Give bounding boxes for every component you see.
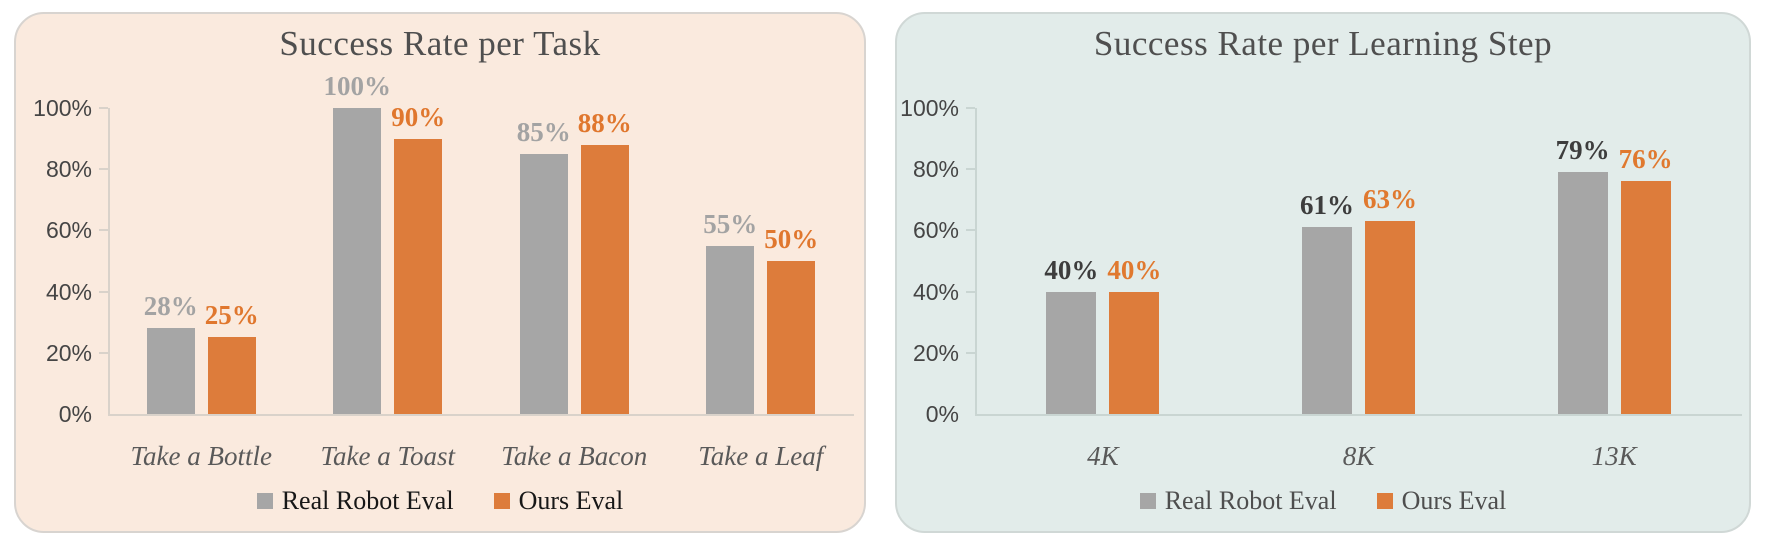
bar-ours-eval [394, 139, 443, 414]
legend-item: Real Robot Eval [1139, 486, 1337, 516]
legend-label: Ours Eval [518, 486, 624, 515]
bar-value-label: 100% [323, 71, 392, 101]
y-axis-tick-label: 100% [900, 95, 959, 121]
category-label: 4K [1087, 441, 1119, 471]
bar-ours-eval [767, 261, 816, 414]
bar-real-robot-eval [706, 246, 755, 414]
x-axis-line [108, 414, 854, 416]
y-axis-tick-mark [99, 351, 108, 354]
bar-value-label: 55% [703, 209, 758, 239]
bar-value-label: 79% [1555, 135, 1610, 165]
bar-real-robot-eval [146, 328, 195, 414]
bar-value-label: 85% [516, 117, 571, 147]
y-axis-tick-label: 0% [58, 401, 92, 427]
bar-value-label: 40% [1044, 255, 1099, 285]
chart-legend: Real Robot Eval Ours Eval [16, 486, 864, 516]
bar-real-robot-eval [519, 154, 568, 414]
chart-panel-success-rate-per-task: Success Rate per Task 100% 80% 60% 40% 20% 0%… [14, 12, 866, 533]
bar-ours-eval [1620, 181, 1671, 414]
bar-real-robot-eval [333, 108, 382, 414]
bar-value-label: 40% [1107, 255, 1162, 285]
bar-value-label: 25% [204, 300, 259, 330]
y-axis-tick-mark [99, 290, 108, 293]
bar-value-label: 63% [1363, 184, 1417, 214]
bar-ours-eval [1365, 221, 1415, 414]
category-label: Take a Leaf [698, 441, 824, 471]
y-axis-tick-label: 40% [45, 278, 92, 305]
y-axis-tick-mark [99, 229, 108, 232]
y-axis-tick-label: 20% [912, 339, 959, 366]
y-axis-tick-mark [99, 168, 108, 171]
y-axis-tick-label: 60% [912, 217, 959, 244]
category-label: Take a Toast [320, 441, 456, 471]
bar-value-label: 90% [391, 102, 446, 132]
bar-value-label: 28% [143, 291, 198, 321]
bar-value-label: 88% [577, 108, 632, 138]
bar-value-label: 76% [1618, 144, 1673, 174]
category-label: 13K [1591, 441, 1637, 471]
y-axis-tick-mark [966, 351, 975, 354]
bar-ours-eval [580, 145, 629, 414]
legend-swatch [493, 493, 510, 509]
category-label: 8K [1342, 441, 1375, 471]
y-axis-tick-mark [966, 168, 975, 171]
y-axis-tick-label: 100% [33, 95, 92, 121]
bar-real-robot-eval [1557, 172, 1608, 414]
plot-area: 100% 80% 60% 40% 20% 0% 4K 40% 40% 8K 61% 63% 13K 79%… [897, 14, 1749, 531]
legend-item: Real Robot Eval [256, 486, 454, 516]
bar-real-robot-eval [1302, 227, 1352, 414]
legend-label: Real Robot Eval [1164, 486, 1337, 515]
bar-value-label: 50% [764, 224, 819, 254]
y-axis-tick-label: 60% [45, 217, 92, 244]
chart-legend: Real Robot Eval Ours Eval [897, 486, 1749, 516]
bar-ours-eval [1109, 292, 1160, 414]
chart-panel-success-rate-per-learning-step: Success Rate per Learning Step 100% 80% 60… [895, 12, 1751, 533]
bar-real-robot-eval [1046, 292, 1097, 414]
legend-label: Ours Eval [1401, 486, 1507, 515]
y-axis-tick-label: 80% [45, 156, 92, 183]
y-axis-tick-label: 40% [912, 278, 959, 305]
y-axis-tick-mark [966, 229, 975, 232]
chart-title: Success Rate per Learning Step [1093, 24, 1553, 63]
y-axis-tick-mark [99, 107, 108, 109]
category-label: Take a Bacon [501, 441, 648, 471]
legend-swatch [1139, 493, 1156, 509]
y-axis-tick-label: 0% [925, 401, 959, 427]
legend-swatch [256, 493, 273, 509]
y-axis-tick-mark [966, 290, 975, 293]
x-axis-line [975, 414, 1742, 416]
legend-swatch [1376, 493, 1393, 509]
bar-ours-eval [207, 337, 256, 414]
legend-item: Ours Eval [1376, 486, 1507, 516]
bar-value-label: 61% [1300, 190, 1354, 220]
y-axis-line [975, 108, 977, 414]
y-axis-line [108, 108, 110, 414]
legend-label: Real Robot Eval [281, 486, 454, 515]
plot-area: 100% 80% 60% 40% 20% 0% Take a Bottle 28% 25% Tak… [16, 14, 864, 531]
legend-item: Ours Eval [493, 486, 624, 516]
y-axis-tick-mark [966, 107, 975, 109]
chart-title: Success Rate per Task [279, 24, 601, 63]
y-axis-tick-label: 80% [912, 156, 959, 183]
y-axis-tick-label: 20% [45, 339, 92, 366]
category-label: Take a Bottle [130, 441, 273, 471]
